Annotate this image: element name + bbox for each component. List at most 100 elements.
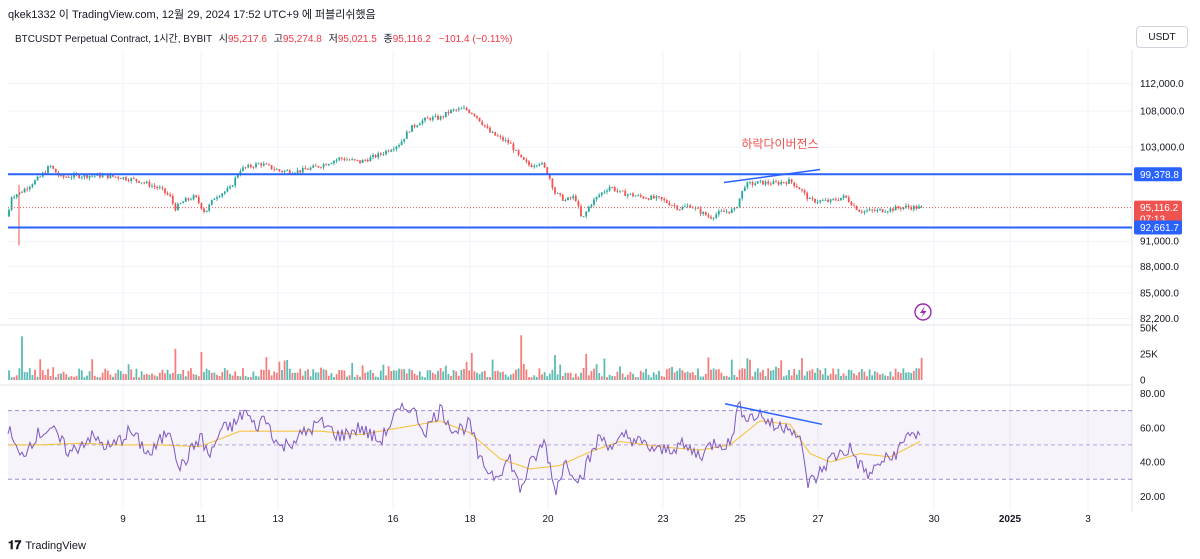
volume-bar [210,372,213,380]
candle-body [221,193,224,197]
candle-body [754,183,757,185]
price-axis-label: 103,000.0 [1140,143,1185,154]
candle-body [920,206,923,208]
candle-body [179,203,182,205]
candle-body [252,166,255,168]
candle-body [210,199,213,205]
volume-bar [161,369,164,380]
candle-body [431,116,434,120]
candle-body [169,194,172,196]
candle-body [554,187,556,194]
volume-bar [184,376,187,380]
lightning-icon[interactable] [914,303,932,321]
candle-body [541,162,543,164]
volume-bar [671,366,673,380]
volume-bar [520,335,523,380]
candle-body [353,159,356,161]
volume-bar [236,375,239,380]
volume-bar [598,373,601,380]
candle-body [780,182,783,185]
volume-bar [244,375,247,380]
candle-body [218,196,221,198]
volume-bar [434,374,437,380]
brand-name: TradingView [25,539,86,552]
candle-body [707,215,710,217]
candle-body [478,117,481,122]
volume-bar [811,369,814,380]
candle-body [36,176,39,181]
volume-bar [119,371,122,380]
volume-bar [559,364,562,380]
candle-body [889,208,892,212]
time-axis-label: 2025 [999,514,1022,525]
candle-body [608,187,611,191]
volume-bar [645,368,647,380]
candle-body [205,210,208,213]
candle-body [840,197,842,201]
candle-body [525,159,528,162]
volume-bar [413,373,416,380]
volume-bar [307,369,309,380]
candle-body [39,176,42,178]
candle-body [733,208,736,210]
volume-bar [707,357,710,380]
candle-body [892,208,894,211]
volume-bar [663,376,666,380]
candle-body [897,206,900,209]
candle-body [915,206,918,209]
candle-body [408,131,411,133]
candle-body [879,209,881,210]
volume-bar [858,371,861,380]
candle-body [444,111,447,117]
volume-bar [567,372,569,380]
candle-body [759,180,762,182]
volume-bar [590,370,593,380]
candle-body [548,173,551,179]
volume-bar [21,336,23,380]
volume-bar [164,373,166,380]
volume-bar [379,370,382,380]
candle-body [496,135,499,137]
candle-body [135,178,138,181]
candle-body [130,178,133,182]
volume-bar [125,374,127,380]
candle-body [455,109,458,111]
candle-body [281,170,283,172]
volume-bar [351,362,354,380]
volume-bar [535,376,538,380]
candle-body [200,202,203,209]
candle-body [379,153,382,155]
candle-body [187,198,190,200]
volume-bar [538,368,541,380]
volume-bar [452,370,455,380]
candle-body [333,160,335,164]
volume-bar [169,373,172,380]
volume-bar [109,374,112,380]
candle-body [777,182,780,185]
time-axis: 9 11 13 16 18 20 23 25 27 30 2025 3 [120,514,1091,525]
volume-bar [725,375,728,380]
currency-button[interactable]: USDT [1136,26,1188,48]
candle-body [73,173,75,178]
volume-bar [281,370,283,380]
volume-bar [821,374,824,380]
volume-bar [907,372,910,380]
time-axis-label: 3 [1085,514,1091,525]
candle-body [775,181,777,183]
volume-bar [728,377,731,380]
candle-body [314,165,317,167]
volume-bar [143,374,146,380]
symbol-legend: BTCUSDT Perpetual Contract, 1시간, BYBIT 시… [15,30,512,45]
price-badge [1134,220,1182,235]
candle-body [268,164,270,166]
candle-body [855,205,858,210]
candle-body [899,208,902,209]
candle-body [650,195,653,200]
candle-body [249,164,252,167]
candle-body [239,170,242,175]
candle-body [827,199,829,202]
volume-bar [910,372,913,380]
candle-body [301,168,304,173]
